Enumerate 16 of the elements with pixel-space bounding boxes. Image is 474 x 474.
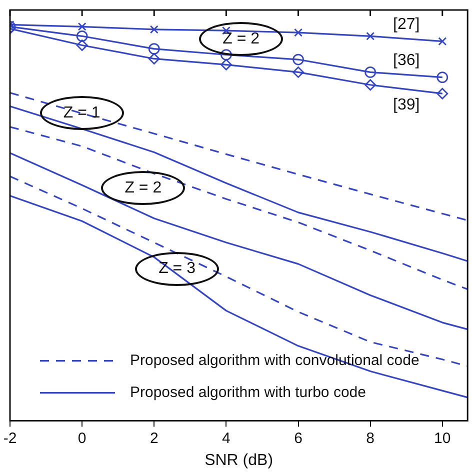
x-tick-label: 8 xyxy=(366,430,374,447)
legend-label: Proposed algorithm with turbo code xyxy=(130,384,366,401)
x-tick-label: 4 xyxy=(222,430,230,447)
x-tick-label: 0 xyxy=(78,430,86,447)
x-tick-label: 10 xyxy=(434,430,451,447)
x-axis-title: SNR (dB) xyxy=(204,452,274,469)
annotation: Z = 1 xyxy=(63,104,100,122)
annotation: Z = 2 xyxy=(124,180,162,197)
x-tick-label: 6 xyxy=(294,430,302,447)
x-tick-label: -2 xyxy=(3,430,17,447)
annotation: Z = 3 xyxy=(158,260,196,278)
series-label: [39] xyxy=(393,96,420,114)
x-tick-label: 2 xyxy=(150,430,158,447)
annotation: Z = 2 xyxy=(222,30,260,48)
series-label: [27] xyxy=(393,16,420,34)
series-label: [36] xyxy=(393,52,420,70)
